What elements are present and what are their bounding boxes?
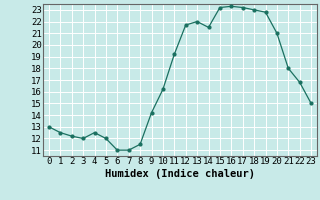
- X-axis label: Humidex (Indice chaleur): Humidex (Indice chaleur): [105, 169, 255, 179]
